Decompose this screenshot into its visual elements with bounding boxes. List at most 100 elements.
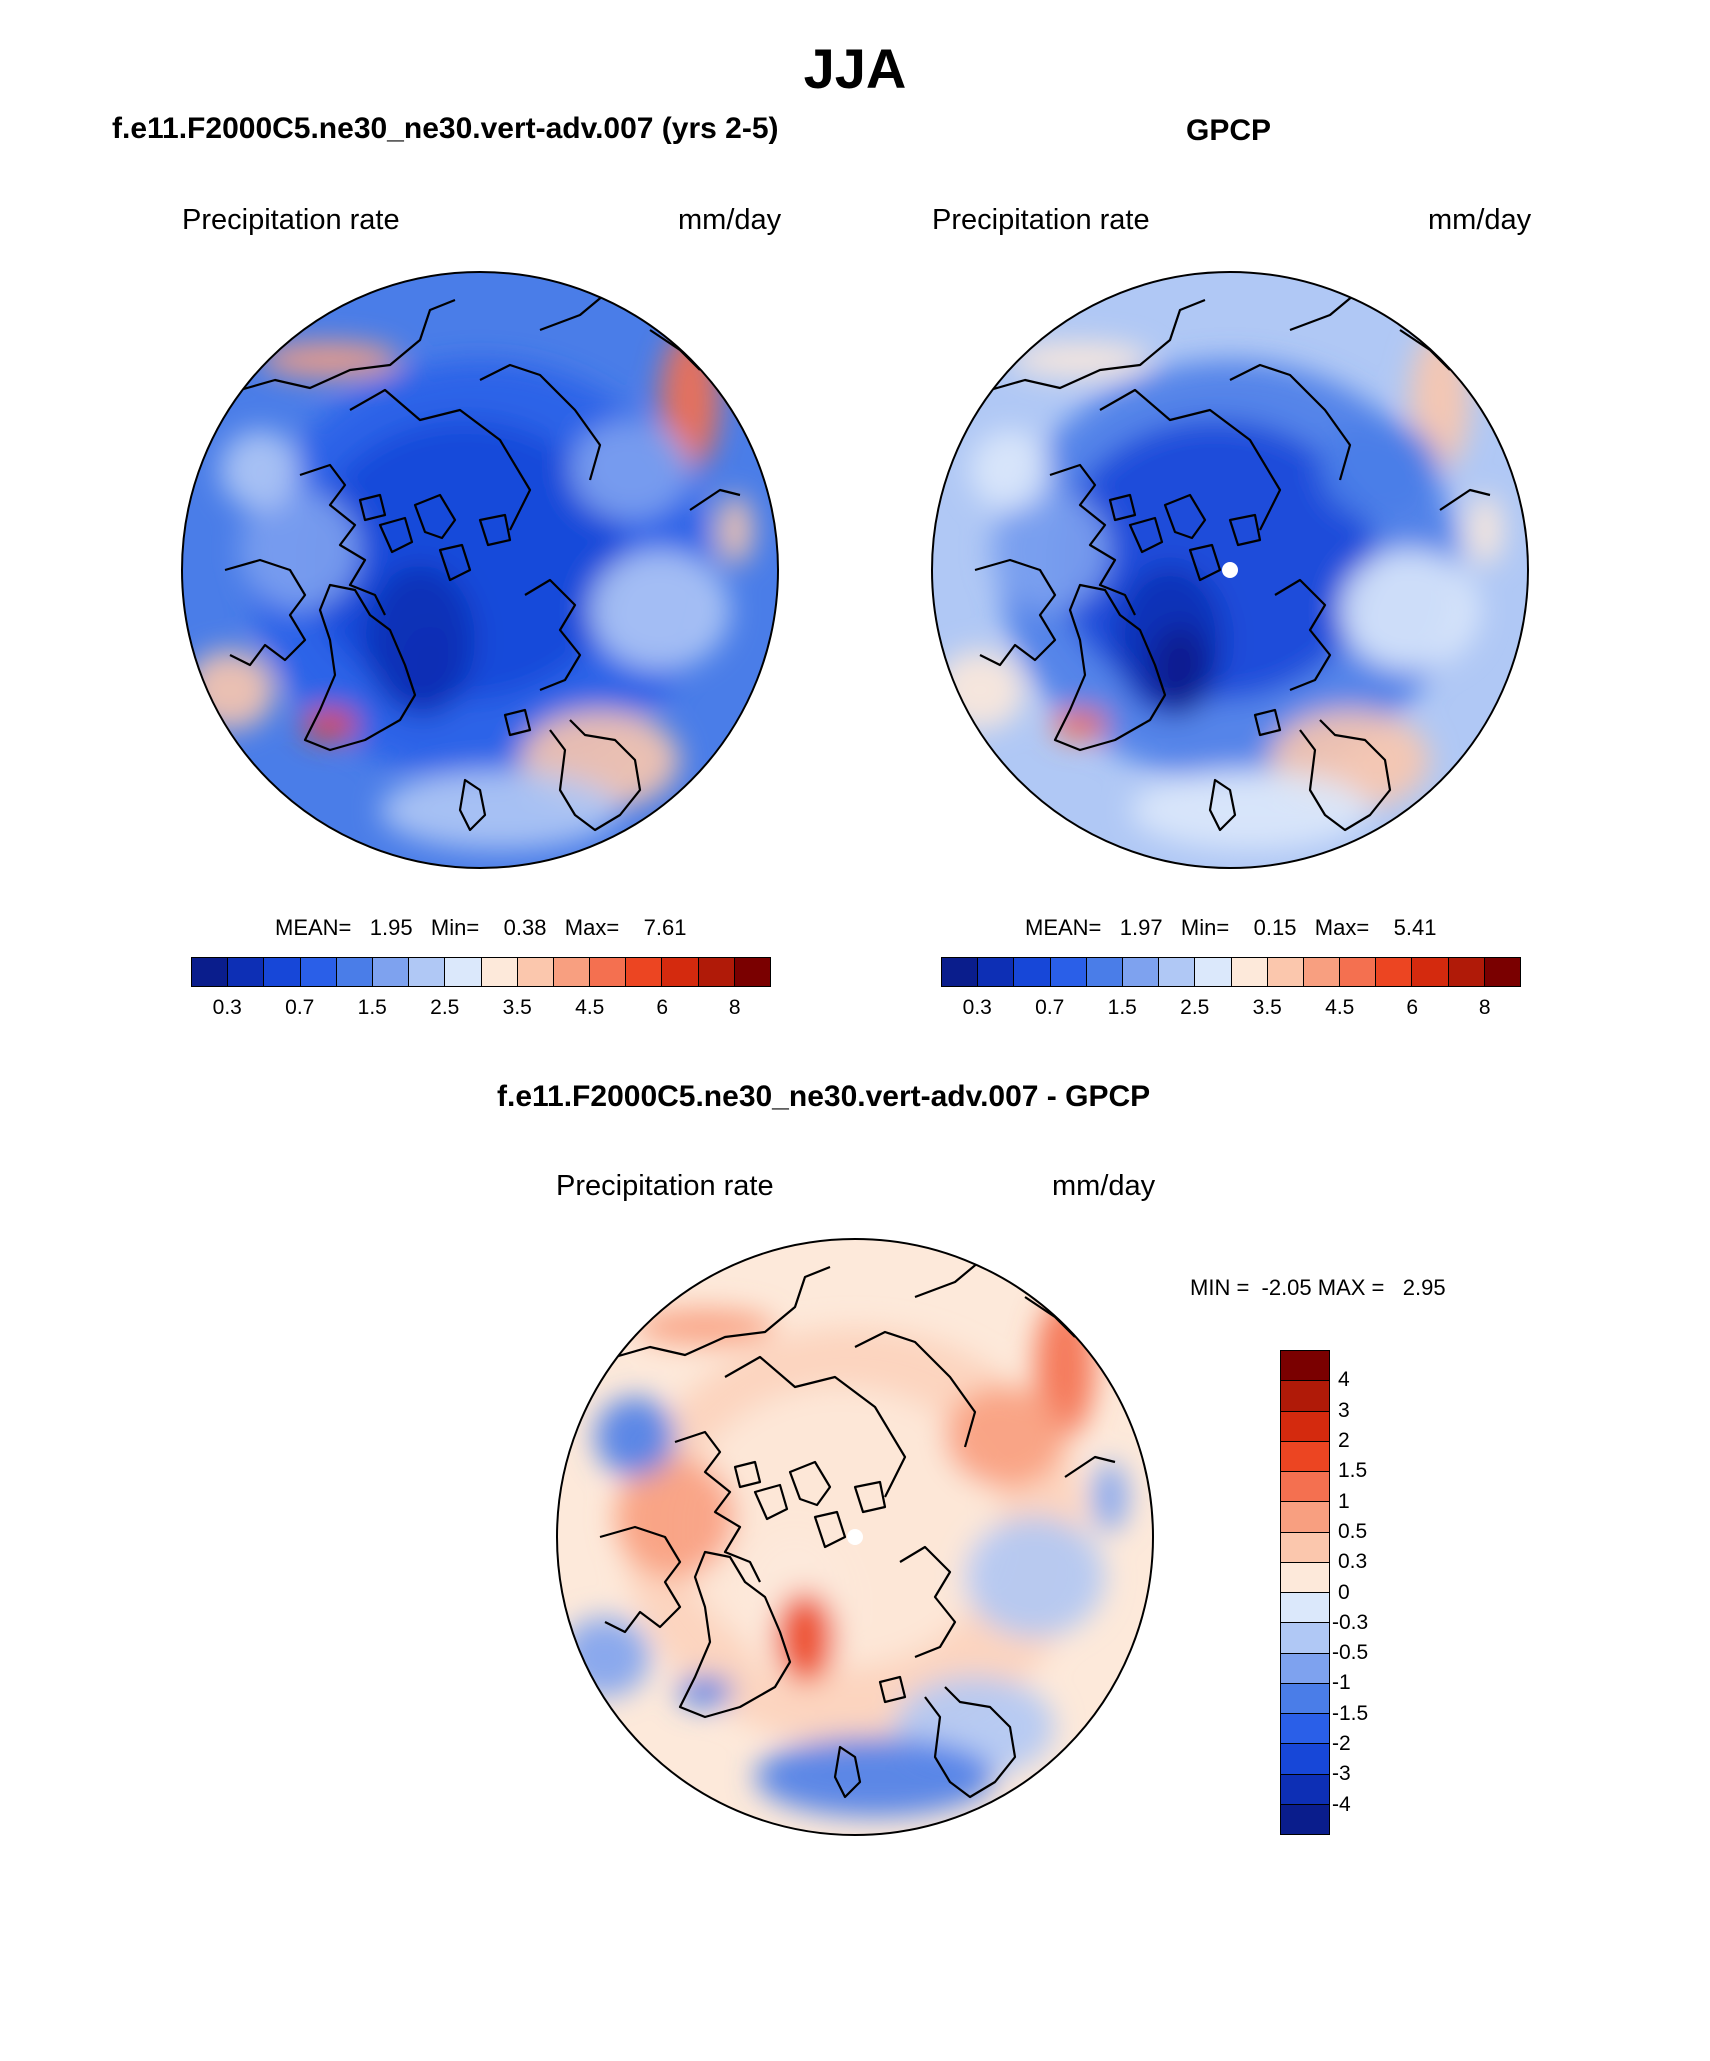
colorbar-swatch: [1376, 958, 1413, 986]
panel-diff-units-label: mm/day: [1052, 1170, 1156, 1202]
colorbar-swatch: [553, 958, 591, 986]
model-coastline: [524, 578, 582, 692]
colorbar-swatch: [1281, 1593, 1329, 1624]
panel-obs-units-label: mm/day: [1428, 204, 1532, 236]
colorbar-swatch: [517, 958, 554, 986]
diff-field-anomaly: [945, 1387, 1065, 1487]
colorbar-swatch: [1281, 1502, 1329, 1533]
model-island-outline: [478, 513, 512, 547]
panel-title-diff: f.e11.F2000C5.ne30_ne30.vert-adv.007 - G…: [497, 1080, 1151, 1113]
polar-map-obs: [931, 271, 1529, 869]
obs-field-anomaly: [935, 650, 1025, 730]
obs-field-anomaly: [1052, 709, 1108, 741]
panel-title-model: f.e11.F2000C5.ne30_ne30.vert-adv.007 (yr…: [112, 112, 779, 145]
colorbar-tick-label: 0.3: [212, 996, 242, 1019]
panel-model-stats: MEAN= 1.95 Min= 0.38 Max= 7.61: [275, 915, 687, 940]
diff-coastline: [674, 1430, 761, 1583]
colorbar-swatch: [409, 958, 446, 986]
colorbar-swatch: [942, 958, 979, 986]
panel-model-variable-label: Precipitation rate: [182, 204, 400, 236]
colorbar-diff-tick-label: -3: [1332, 1762, 1351, 1786]
diff-coastline: [924, 1686, 1017, 1799]
model-island-outline: [378, 516, 414, 554]
diff-coastline: [678, 1550, 792, 1719]
diff-field-anomaly: [775, 1592, 835, 1682]
panel-model-units-label: mm/day: [678, 204, 782, 236]
colorbar-diff-tick-label: -0.5: [1332, 1641, 1369, 1665]
model-coastline: [224, 558, 307, 667]
colorbar-diff-tick-label: -4: [1332, 1792, 1351, 1816]
polar-map-diff: [556, 1238, 1154, 1836]
colorbar-diff-tick-label: 0.3: [1338, 1550, 1368, 1574]
diff-coastline: [914, 1256, 986, 1299]
diff-coastline: [899, 1545, 957, 1659]
colorbar-swatch: [1281, 1804, 1329, 1834]
colorbar-swatch: [1195, 958, 1232, 986]
diff-island-outline: [853, 1480, 887, 1514]
obs-coastline: [1208, 778, 1237, 832]
colorbar-obs-ticks: 0.3 0.7 1.5 2.5 3.5 4.5 6 8: [941, 996, 1521, 1026]
obs-coastline: [1289, 289, 1361, 332]
colorbar-diff-ticks: 4 3 2 1.5 1 0.5 0.3 0 -0.3 -0.5 -1 -1.5 -2 -3 -4: [1332, 1350, 1438, 1835]
obs-island-outline: [1188, 543, 1222, 582]
diff-coastline: [724, 1355, 907, 1498]
colorbar-swatch: [1412, 958, 1449, 986]
colorbar-swatch: [1281, 1653, 1329, 1684]
panel-obs-stats: MEAN= 1.97 Min= 0.15 Max= 5.41: [1025, 915, 1437, 940]
model-field-anomaly: [220, 430, 300, 510]
panel-obs-variable-label: Precipitation rate: [932, 204, 1150, 236]
colorbar-swatch: [445, 958, 482, 986]
colorbar-diff-tick-label: 0.5: [1338, 1519, 1368, 1543]
colorbar-swatch: [1281, 1744, 1329, 1775]
model-field-anomaly: [717, 495, 753, 565]
colorbar-diff-tick-label: 4: [1338, 1368, 1350, 1392]
obs-coastline: [1049, 463, 1136, 616]
colorbar-diff-tick-label: -0.3: [1332, 1610, 1369, 1634]
diff-coastline: [833, 1745, 862, 1799]
obs-island-outline: [1228, 513, 1262, 547]
panel-diff-minmax: MIN = -2.05 MAX = 2.95: [1190, 1275, 1446, 1300]
diff-coastline: [878, 1675, 907, 1704]
colorbar-swatch: [662, 958, 699, 986]
colorbar-swatch: [1014, 958, 1051, 986]
diff-field-anomaly: [560, 1617, 650, 1697]
colorbar-tick-label: 1.5: [357, 996, 387, 1019]
diff-coastline: [1064, 1455, 1116, 1478]
colorbar-diff: [1280, 1350, 1330, 1835]
colorbar-swatch: [1231, 958, 1268, 986]
obs-coastline: [989, 298, 1206, 392]
colorbar-swatch: [1159, 958, 1196, 986]
model-coastline: [689, 488, 741, 511]
colorbar-diff-tick-label: 3: [1338, 1398, 1350, 1422]
colorbar-swatch: [1281, 1381, 1329, 1412]
colorbar-swatch: [1281, 1441, 1329, 1472]
colorbar-swatch: [1448, 958, 1485, 986]
colorbar-tick-label: 3.5: [502, 996, 532, 1019]
colorbar-swatch: [1086, 958, 1123, 986]
obs-coastline: [1299, 719, 1392, 832]
colorbar-model-ticks: 0.3 0.7 1.5 2.5 3.5 4.5 6 8: [191, 996, 771, 1026]
panel-title-obs: GPCP: [1186, 114, 1272, 147]
diff-field-anomaly: [965, 1517, 1105, 1637]
colorbar-tick-label: 6: [1406, 996, 1419, 1019]
diff-island-outline: [788, 1460, 832, 1507]
model-map-border: [181, 271, 779, 869]
obs-coastline: [1253, 708, 1282, 737]
obs-field-anomaly: [1467, 495, 1503, 565]
colorbar-swatch: [1050, 958, 1087, 986]
obs-coastline: [1274, 578, 1332, 692]
colorbar-tick-label: 1.5: [1107, 996, 1137, 1019]
diff-field-anomaly: [677, 1676, 733, 1708]
diff-map-border: [556, 1238, 1154, 1836]
obs-field-anomaly: [970, 430, 1050, 510]
colorbar-swatch: [1281, 1774, 1329, 1805]
obs-island-outline: [1128, 516, 1164, 554]
colorbar-swatch: [228, 958, 265, 986]
diff-island-outline: [753, 1483, 789, 1521]
colorbar-swatch: [734, 958, 770, 986]
colorbar-swatch: [192, 958, 229, 986]
colorbar-swatch: [1267, 958, 1304, 986]
obs-field-anomaly: [1150, 625, 1210, 715]
colorbar-swatch: [300, 958, 337, 986]
colorbar-diff-tick-label: 1.5: [1338, 1459, 1368, 1483]
